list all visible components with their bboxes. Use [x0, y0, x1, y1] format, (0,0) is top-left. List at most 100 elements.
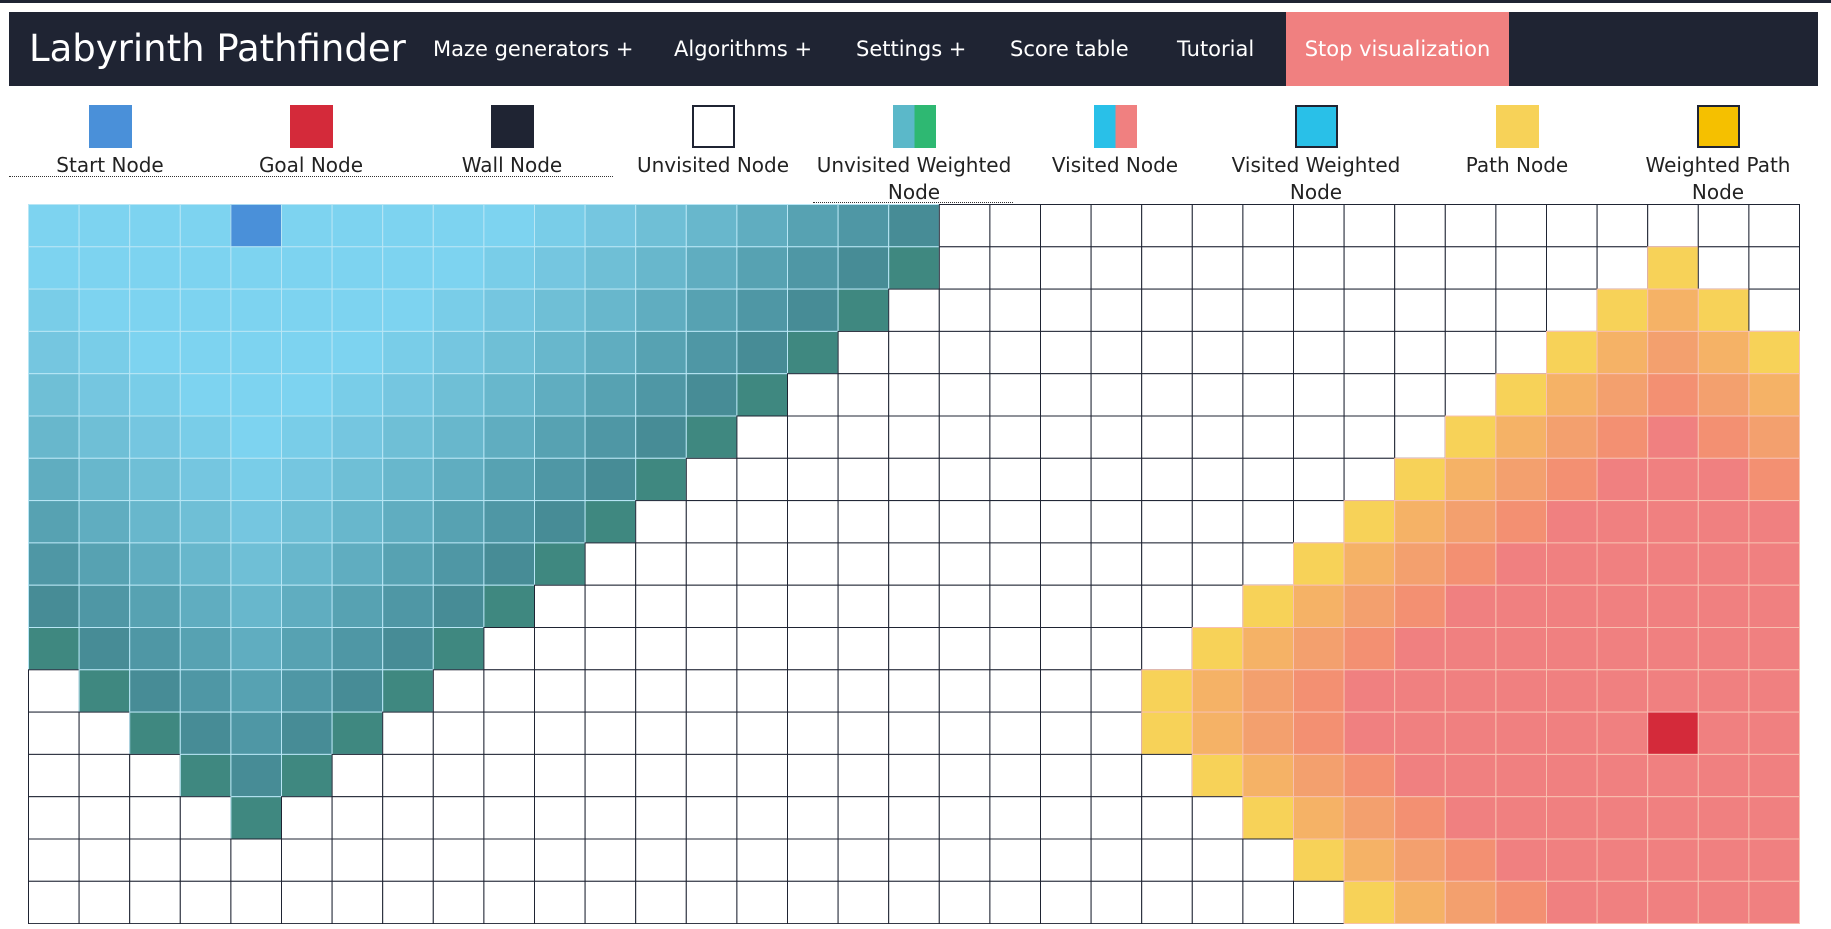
grid-cell[interactable]	[1343, 880, 1396, 924]
grid-cell[interactable]	[1090, 880, 1143, 924]
grid-cell[interactable]	[230, 753, 282, 798]
grid-cell[interactable]	[432, 880, 485, 924]
grid-cell[interactable]	[483, 711, 535, 755]
grid-cell[interactable]	[1040, 711, 1092, 755]
grid-cell[interactable]	[635, 457, 687, 502]
grid-cell[interactable]	[1647, 246, 1699, 290]
grid-cell[interactable]	[432, 204, 485, 248]
grid-cell[interactable]	[382, 753, 434, 798]
grid-cell[interactable]	[1444, 330, 1497, 375]
grid-cell[interactable]	[483, 330, 535, 375]
grid-cell[interactable]	[230, 457, 282, 502]
grid-cell[interactable]	[685, 542, 738, 586]
grid-cell[interactable]	[888, 288, 940, 332]
grid-cell[interactable]	[28, 711, 80, 755]
grid-cell[interactable]	[1495, 838, 1548, 882]
grid-cell[interactable]	[281, 669, 333, 713]
grid-cell[interactable]	[888, 711, 940, 755]
grid-cell[interactable]	[230, 627, 282, 671]
grid-cell[interactable]	[281, 796, 333, 840]
grid-cell[interactable]	[1546, 330, 1598, 375]
grid-cell[interactable]	[129, 627, 181, 671]
grid-cell[interactable]	[736, 880, 789, 924]
grid-cell[interactable]	[989, 838, 1042, 882]
grid-cell[interactable]	[1748, 204, 1800, 248]
grid-cell[interactable]	[685, 584, 738, 629]
grid-cell[interactable]	[685, 415, 738, 459]
grid-cell[interactable]	[534, 627, 586, 671]
grid-cell[interactable]	[1546, 288, 1598, 332]
grid-cell[interactable]	[1444, 204, 1497, 248]
grid-cell[interactable]	[1495, 880, 1548, 924]
grid-cell[interactable]	[736, 584, 789, 629]
grid-cell[interactable]	[534, 542, 586, 586]
grid-cell[interactable]	[1293, 627, 1345, 671]
grid-cell[interactable]	[1090, 415, 1143, 459]
grid-cell[interactable]	[635, 584, 687, 629]
grid-cell[interactable]	[1191, 669, 1244, 713]
grid-cell[interactable]	[1293, 288, 1345, 332]
grid-cell[interactable]	[888, 246, 940, 290]
grid-cell[interactable]	[787, 669, 839, 713]
grid-cell[interactable]	[281, 288, 333, 332]
grid-cell[interactable]	[837, 415, 890, 459]
grid-cell[interactable]	[787, 584, 839, 629]
grid-cell[interactable]	[1141, 753, 1193, 798]
grid-cell[interactable]	[1546, 627, 1598, 671]
grid-cell[interactable]	[787, 880, 839, 924]
grid-cell[interactable]	[635, 288, 687, 332]
grid-cell[interactable]	[1546, 838, 1598, 882]
grid-cell[interactable]	[1748, 415, 1800, 459]
grid-cell[interactable]	[938, 330, 991, 375]
nav-item[interactable]: Score table	[1010, 37, 1129, 61]
grid-cell[interactable]	[179, 204, 232, 248]
grid-cell[interactable]	[432, 246, 485, 290]
grid-cell[interactable]	[534, 838, 586, 882]
grid-cell[interactable]	[1697, 500, 1750, 544]
grid-cell[interactable]	[1090, 627, 1143, 671]
grid-cell[interactable]	[331, 584, 384, 629]
grid-cell[interactable]	[1293, 542, 1345, 586]
grid-cell[interactable]	[28, 373, 80, 417]
grid-cell[interactable]	[1647, 330, 1699, 375]
grid-cell[interactable]	[1141, 204, 1193, 248]
grid-cell[interactable]	[1394, 542, 1446, 586]
grid-cell[interactable]	[230, 415, 282, 459]
grid-cell[interactable]	[534, 457, 586, 502]
grid-cell[interactable]	[888, 838, 940, 882]
grid-cell[interactable]	[1191, 415, 1244, 459]
grid-cell[interactable]	[1242, 330, 1295, 375]
grid-cell[interactable]	[432, 669, 485, 713]
grid-cell[interactable]	[1647, 880, 1699, 924]
grid-cell[interactable]	[837, 584, 890, 629]
grid-cell[interactable]	[1495, 204, 1548, 248]
grid-cell[interactable]	[483, 288, 535, 332]
grid-cell[interactable]	[1748, 542, 1800, 586]
grid-cell[interactable]	[1495, 415, 1548, 459]
grid-cell[interactable]	[1090, 753, 1143, 798]
grid-cell[interactable]	[382, 669, 434, 713]
grid-cell[interactable]	[787, 246, 839, 290]
grid-cell[interactable]	[635, 880, 687, 924]
grid-cell[interactable]	[1495, 457, 1548, 502]
grid-cell[interactable]	[1697, 584, 1750, 629]
grid-cell[interactable]	[1191, 796, 1244, 840]
grid-cell[interactable]	[1647, 711, 1699, 755]
grid-cell[interactable]	[230, 373, 282, 417]
grid-cell[interactable]	[1444, 753, 1497, 798]
grid-cell[interactable]	[28, 584, 80, 629]
grid-cell[interactable]	[1040, 542, 1092, 586]
grid-cell[interactable]	[1444, 457, 1497, 502]
grid-cell[interactable]	[281, 373, 333, 417]
grid-cell[interactable]	[28, 204, 80, 248]
grid-cell[interactable]	[1141, 415, 1193, 459]
grid-cell[interactable]	[1596, 457, 1649, 502]
grid-cell[interactable]	[1343, 584, 1396, 629]
grid-cell[interactable]	[584, 711, 637, 755]
grid-cell[interactable]	[179, 330, 232, 375]
grid-cell[interactable]	[179, 415, 232, 459]
grid-cell[interactable]	[534, 415, 586, 459]
grid-cell[interactable]	[1293, 246, 1345, 290]
grid-cell[interactable]	[1596, 838, 1649, 882]
grid-cell[interactable]	[1697, 457, 1750, 502]
